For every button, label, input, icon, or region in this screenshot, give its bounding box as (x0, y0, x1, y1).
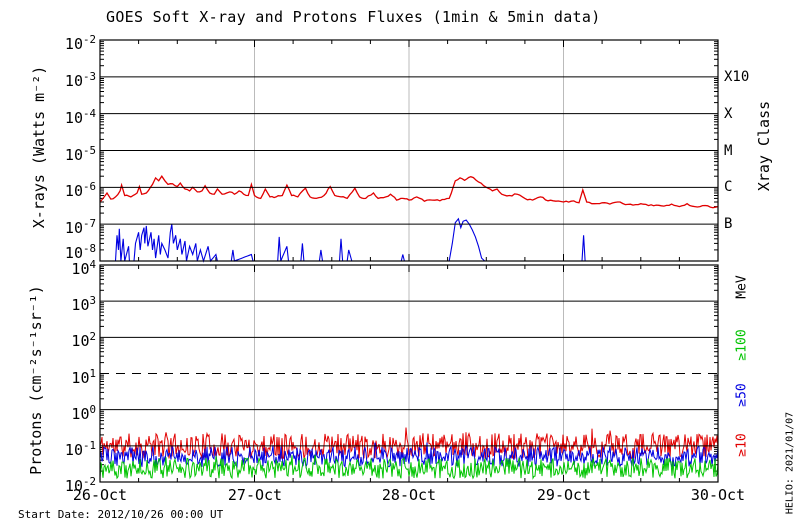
start-date-label: Start Date: 2012/10/26 00:00 UT (18, 508, 224, 521)
date-label: 28-Oct (381, 486, 437, 504)
xray-ytick-label: 10-2 (64, 33, 96, 53)
chart-title: GOES Soft X-ray and Protons Fluxes (1min… (106, 8, 601, 26)
protons-ytick-label: 10-1 (64, 439, 96, 459)
xray-ytick-label: 10-7 (64, 217, 96, 237)
xray-ytick-label: 10-4 (64, 107, 96, 127)
protons-ytick-label: 100 (71, 403, 96, 423)
helio-stamp: HELIO: 2021/01/07 (784, 411, 796, 515)
xray-ytick-label: 10-3 (64, 70, 96, 90)
date-label: 27-Oct (227, 486, 283, 504)
protons-ge100-series (99, 454, 719, 480)
xray-ytick-label: 10-6 (64, 180, 96, 200)
protons-ytick-label: 103 (71, 294, 96, 314)
protons-ytick-label: 102 (71, 330, 96, 350)
protons-ytick-label: 101 (71, 367, 96, 387)
xray-class-label: X10 (724, 69, 750, 85)
xray-class-label: X (724, 106, 733, 122)
date-label: 26-Oct (72, 486, 128, 504)
proton-threshold-label: ≥50 (734, 383, 750, 407)
protons-ytick-label: 10-2 (64, 475, 96, 495)
protons-ge50-series (99, 442, 719, 469)
xray-class-label: B (724, 216, 733, 232)
xray-ytick-label: 10-8 (64, 242, 96, 262)
protons-ytick-label: 104 (71, 258, 96, 278)
xray-ytick-label: 10-5 (64, 144, 96, 164)
proton-threshold-label: ≥100 (734, 329, 750, 361)
mev-axis-title: MeV (734, 275, 750, 299)
xray-long-series (99, 175, 719, 209)
xray-class-axis-title: Xray Class (755, 100, 773, 192)
proton-threshold-label: ≥10 (734, 433, 750, 457)
date-label: 30-Oct (690, 486, 746, 504)
date-label: 29-Oct (536, 486, 592, 504)
xray-class-label: C (724, 179, 733, 195)
xray-class-label: M (724, 143, 733, 159)
